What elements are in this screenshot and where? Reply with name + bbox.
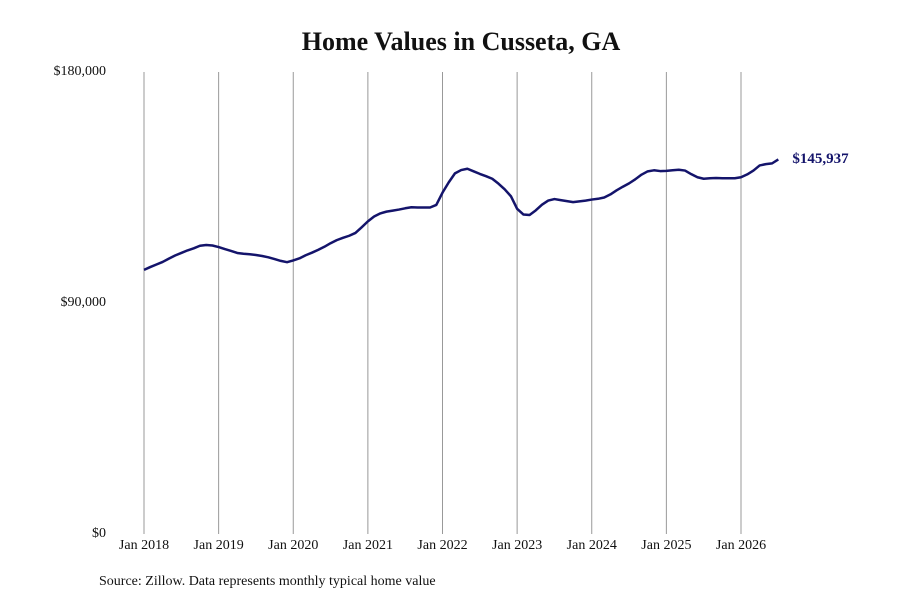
x-tick-label: Jan 2019 [194,538,244,553]
y-tick-label: $180,000 [54,64,107,79]
x-tick-label: Jan 2024 [567,538,617,553]
source-note: Source: Zillow. Data represents monthly … [99,574,436,589]
x-tick-label: Jan 2025 [641,538,691,553]
value-label: $145,937 [792,151,849,167]
x-tick-label: Jan 2020 [268,538,318,553]
y-tick-label: $90,000 [61,295,107,310]
chart-title: Home Values in Cusseta, GA [302,27,621,56]
x-tick-label: Jan 2023 [492,538,542,553]
data-line [143,158,779,272]
x-tick-label: Jan 2018 [119,538,169,553]
x-tick-label: Jan 2021 [343,538,393,553]
x-tick-label: Jan 2022 [417,538,467,553]
y-tick-label: $0 [92,526,106,541]
x-tick-label: Jan 2026 [716,538,766,553]
